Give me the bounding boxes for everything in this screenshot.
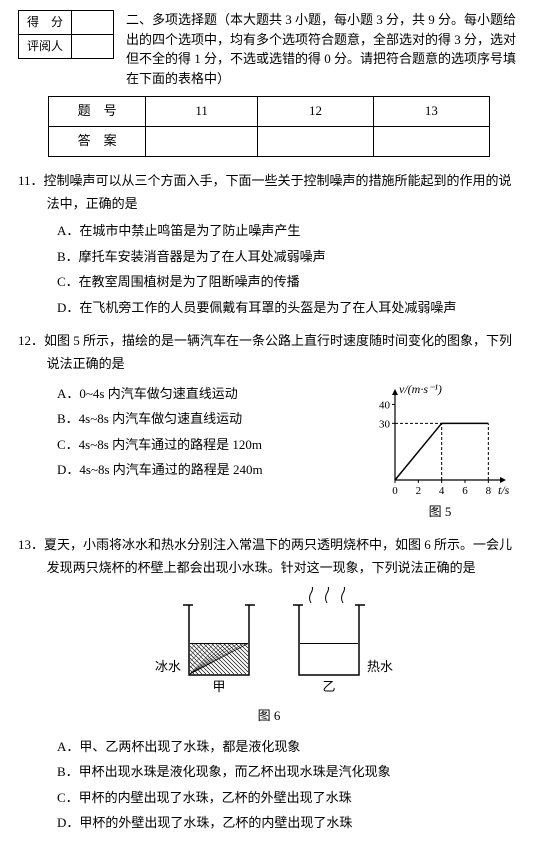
answer-cell-12	[258, 126, 374, 156]
q13-opt-b: B．甲杯出现水珠是液化现象，而乙杯出现水珠是汽化现象	[18, 760, 520, 783]
svg-text:8: 8	[486, 485, 492, 497]
figure-6: 冰水甲 热水乙 图 6	[18, 587, 520, 727]
answer-col-11: 11	[146, 97, 258, 127]
svg-text:甲: 甲	[212, 679, 225, 694]
beaker-diagram: 冰水甲 热水乙	[139, 587, 399, 697]
figure-5: v/(m·s⁻¹) t/s 0 2 4 6 8 30 40 图 5	[360, 380, 520, 523]
q11-opt-d: D．在飞机旁工作的人员要佩戴有耳罩的头盔是为了在人耳处减弱噪声	[18, 296, 520, 319]
q13-opt-d: D．甲杯的外壁出现了水珠，乙杯的内壁出现了水珠	[18, 811, 520, 834]
svg-text:冰水: 冰水	[155, 659, 181, 674]
q11-stem: 11．控制噪声可以从三个方面入手，下面一些关于控制噪声的措施所能起到的作用的说法…	[18, 169, 520, 216]
answer-col-13: 13	[373, 97, 489, 127]
reviewer-label: 评阅人	[19, 35, 72, 59]
answer-table: 题 号 11 12 13 答 案	[48, 96, 490, 157]
question-12: 12．如图 5 所示，描绘的是一辆汽车在一条公路上直行时速度随时间变化的图象，下…	[18, 329, 520, 523]
reviewer-cell	[72, 35, 114, 59]
velocity-time-chart: v/(m·s⁻¹) t/s 0 2 4 6 8 30 40	[365, 380, 515, 500]
q13-opt-c: C．甲杯的内壁出现了水珠，乙杯的外壁出现了水珠	[18, 786, 520, 809]
svg-text:热水: 热水	[367, 659, 393, 674]
svg-text:6: 6	[462, 485, 468, 497]
q12-opt-a: A．0~4s 内汽车做匀速直线运动	[18, 382, 360, 405]
question-13: 13．夏天，小雨将冰水和热水分别注入常温下的两只透明烧杯中，如图 6 所示。一会…	[18, 533, 520, 835]
svg-text:30: 30	[379, 418, 391, 430]
svg-text:40: 40	[379, 399, 391, 411]
fig5-caption: 图 5	[360, 502, 520, 523]
q11-opt-b: B．摩托车安装消音器是为了在人耳处减弱噪声	[18, 245, 520, 268]
question-11: 11．控制噪声可以从三个方面入手，下面一些关于控制噪声的措施所能起到的作用的说法…	[18, 169, 520, 319]
svg-text:v/(m·s⁻¹): v/(m·s⁻¹)	[399, 382, 442, 396]
q11-opt-c: C．在教室周围植树是为了阻断噪声的传播	[18, 270, 520, 293]
q12-stem: 12．如图 5 所示，描绘的是一辆汽车在一条公路上直行时速度随时间变化的图象，下…	[18, 329, 520, 376]
score-cell	[72, 11, 114, 35]
q13-stem: 13．夏天，小雨将冰水和热水分别注入常温下的两只透明烧杯中，如图 6 所示。一会…	[18, 533, 520, 580]
svg-text:乙: 乙	[322, 679, 335, 694]
answer-row2-label: 答 案	[49, 126, 146, 156]
q13-opt-a: A．甲、乙两杯出现了水珠，都是液化现象	[18, 735, 520, 758]
fig6-caption: 图 6	[18, 706, 520, 727]
answer-col-12: 12	[258, 97, 374, 127]
score-label: 得 分	[19, 11, 72, 35]
section-heading: 二、多项选择题（本大题共 3 小题，每小题 3 分，共 9 分。每小题给出的四个…	[126, 10, 520, 88]
svg-text:t/s: t/s	[498, 483, 510, 497]
answer-cell-11	[146, 126, 258, 156]
q12-opt-c: C．4s~8s 内汽车通过的路程是 120m	[18, 433, 360, 456]
score-table: 得 分 评阅人	[18, 10, 114, 59]
q12-opt-b: B．4s~8s 内汽车做匀速直线运动	[18, 407, 360, 430]
svg-text:4: 4	[439, 485, 445, 497]
answer-cell-13	[373, 126, 489, 156]
q12-opt-d: D．4s~8s 内汽车通过的路程是 240m	[18, 458, 360, 481]
svg-text:0: 0	[392, 485, 398, 497]
q11-opt-a: A．在城市中禁止鸣笛是为了防止噪声产生	[18, 219, 520, 242]
answer-row1-label: 题 号	[49, 97, 146, 127]
svg-text:2: 2	[416, 485, 422, 497]
